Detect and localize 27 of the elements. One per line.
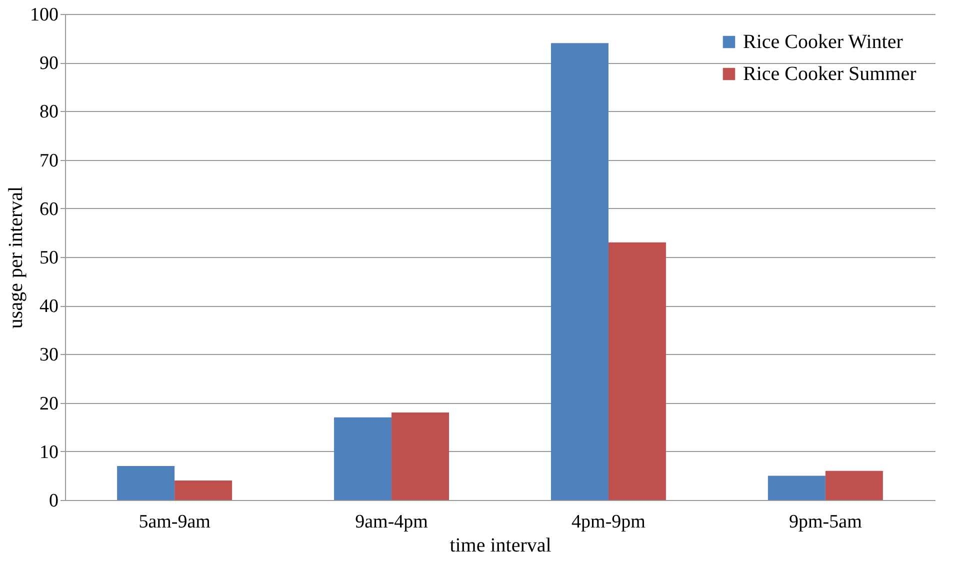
y-tick-label: 70 xyxy=(40,150,58,172)
y-tick-label: 0 xyxy=(49,490,58,512)
legend-label: Rice Cooker Summer xyxy=(743,63,917,85)
x-tick-label: 9pm-5am xyxy=(789,512,862,532)
x-tick-label: 9am-4pm xyxy=(355,512,428,532)
x-axis-title: time interval xyxy=(450,534,552,556)
bar xyxy=(392,412,450,500)
y-tick-label: 60 xyxy=(40,198,58,220)
y-tick-label: 30 xyxy=(40,344,58,366)
y-tick-label: 40 xyxy=(40,296,58,318)
bar xyxy=(825,470,883,500)
bar xyxy=(768,476,826,500)
bar xyxy=(334,417,392,500)
bar xyxy=(117,466,175,500)
y-tick-label: 20 xyxy=(40,393,58,414)
bar xyxy=(174,480,232,500)
y-tick-label: 80 xyxy=(40,102,58,123)
y-tick-label: 10 xyxy=(40,442,58,463)
bar xyxy=(608,242,666,500)
y-axis-title: usage per interval xyxy=(5,186,27,329)
x-tick-label: 4pm-9pm xyxy=(572,512,646,532)
x-tick-label: 5am-9am xyxy=(138,512,211,532)
y-tick-label: 90 xyxy=(40,53,58,74)
y-tick-label: 50 xyxy=(40,248,58,268)
y-tick-label: 100 xyxy=(30,4,58,26)
bar xyxy=(550,43,608,500)
legend-label: Rice Cooker Winter xyxy=(743,31,904,53)
